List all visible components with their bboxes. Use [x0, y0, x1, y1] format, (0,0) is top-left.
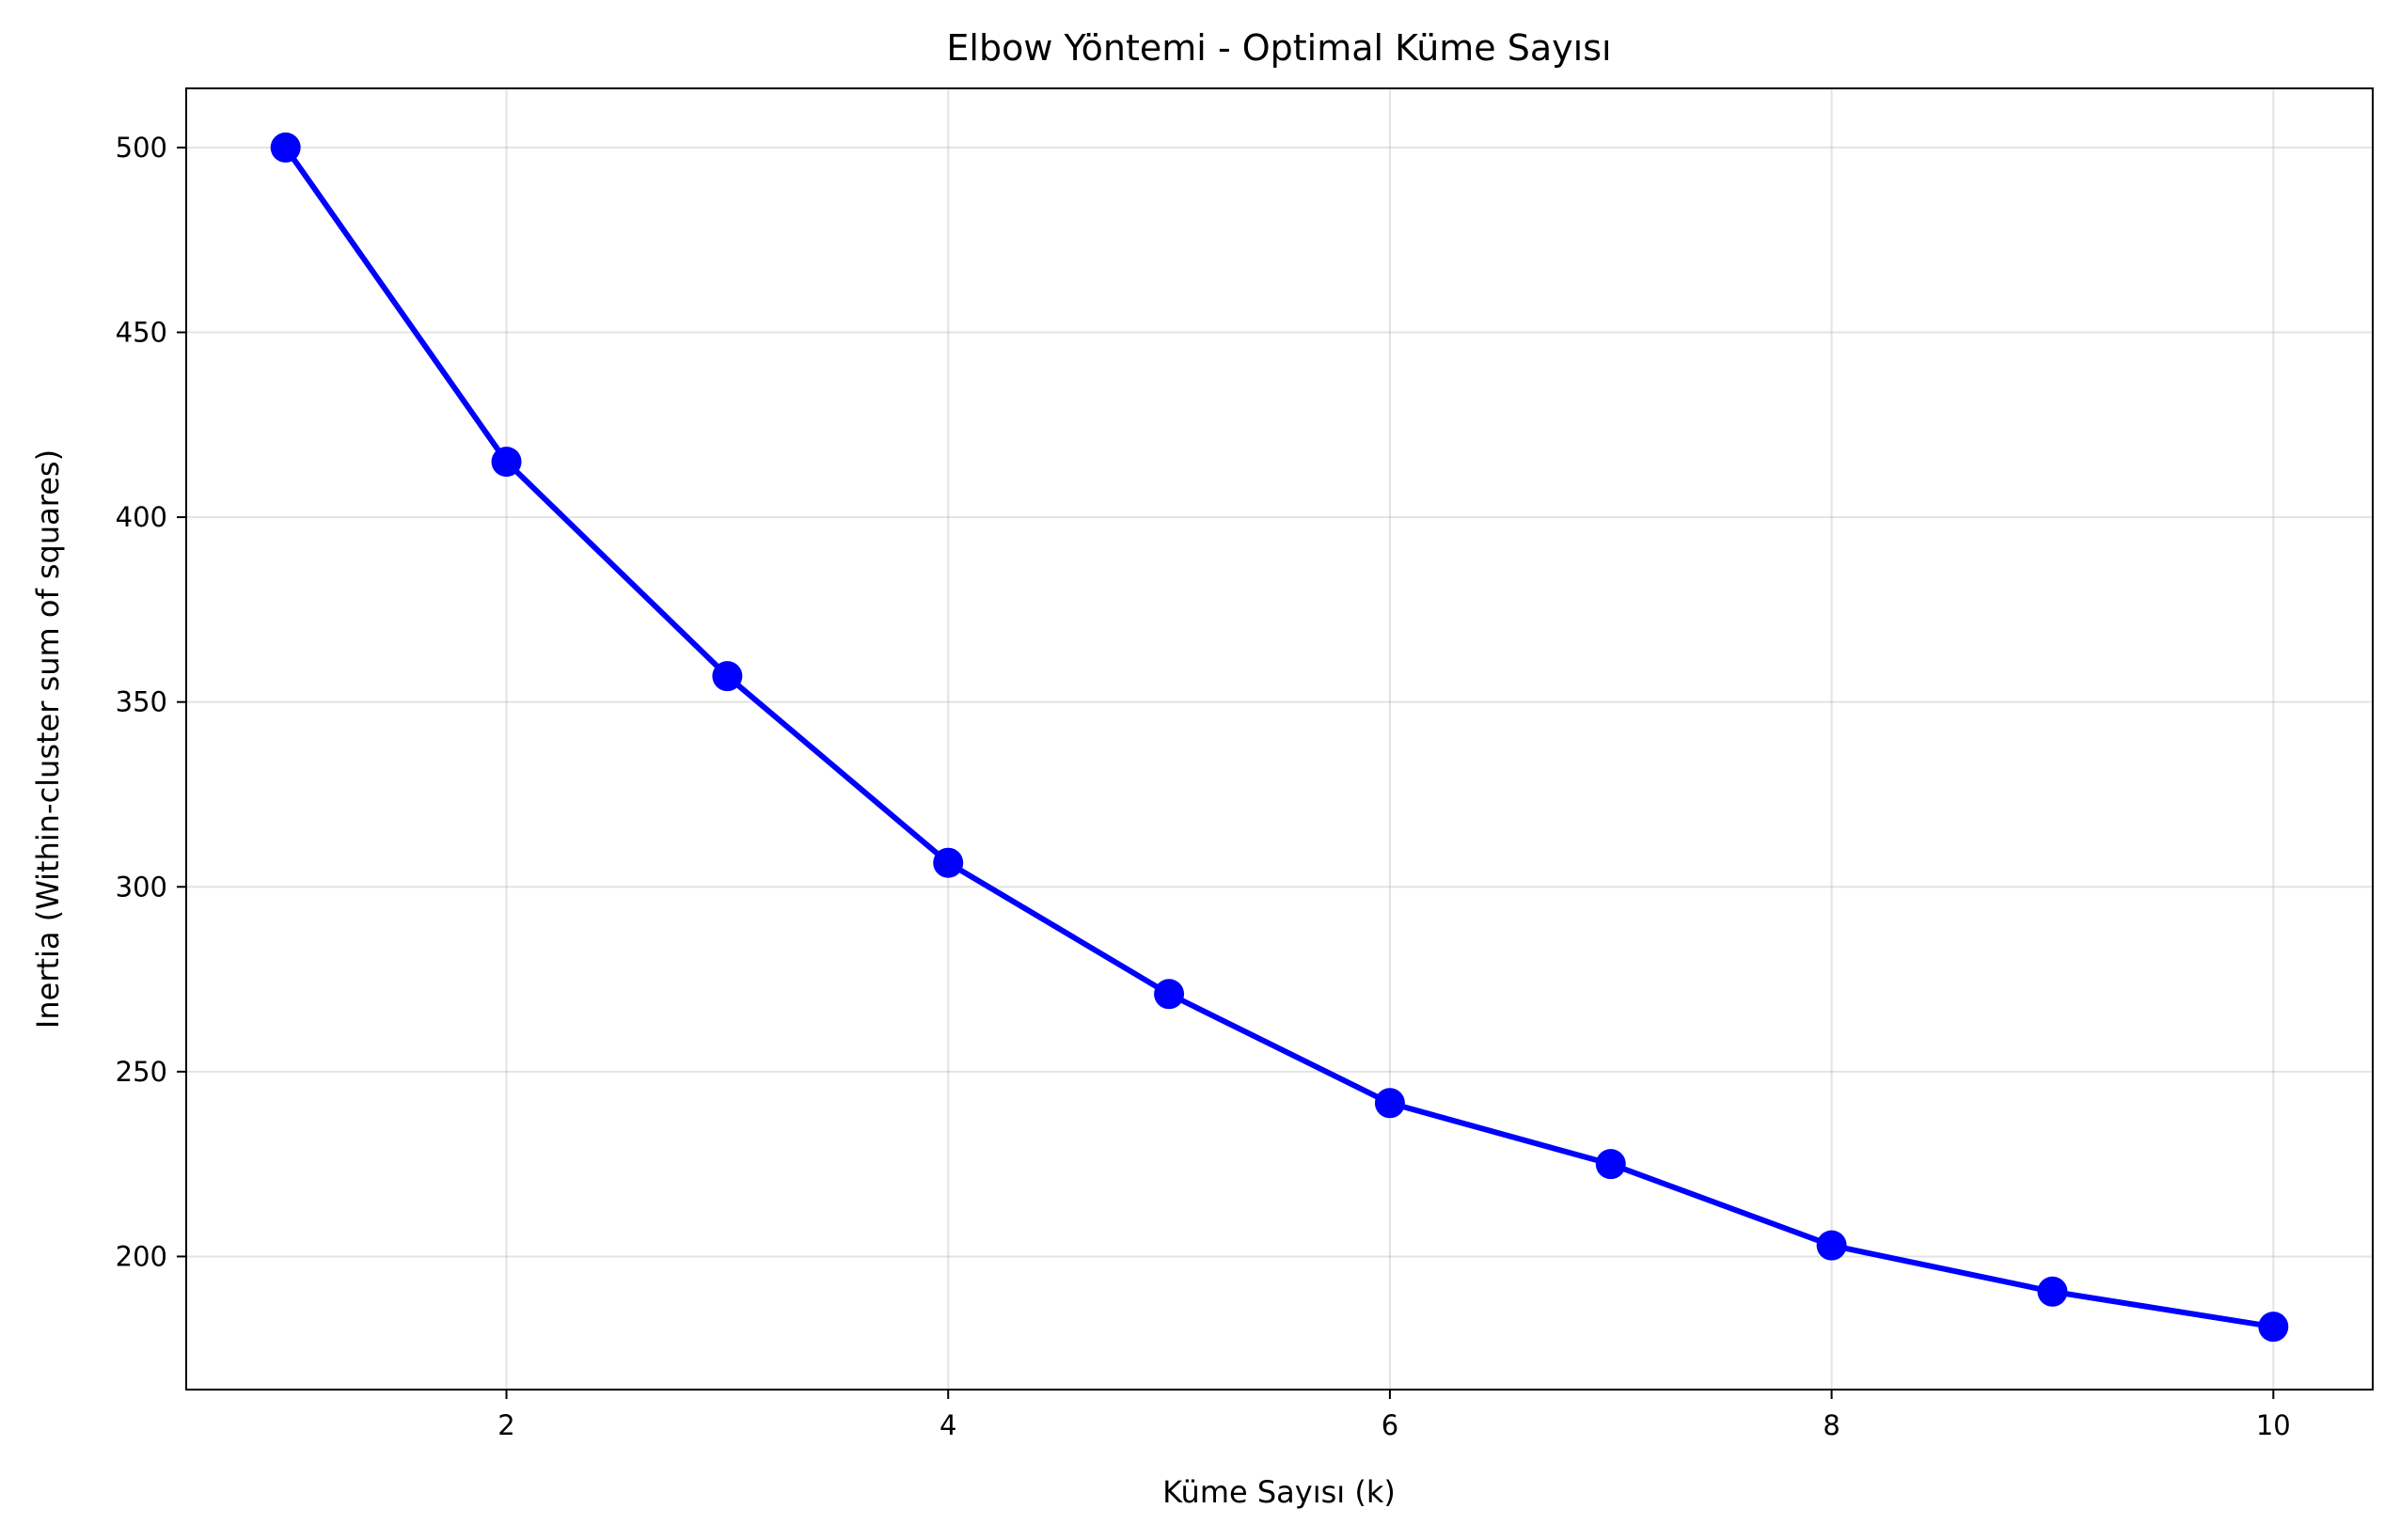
data-point — [933, 847, 964, 878]
data-point — [1595, 1149, 1626, 1180]
data-point — [1816, 1230, 1847, 1261]
data-point — [491, 447, 522, 478]
y-tick-label: 200 — [116, 1240, 167, 1272]
series-line-layer — [283, 146, 2274, 1330]
data-point — [2037, 1276, 2068, 1307]
grid — [186, 88, 2373, 1390]
data-point — [1374, 1088, 1405, 1119]
plot-area-frame — [185, 87, 2374, 1391]
data-point — [2258, 1312, 2289, 1343]
data-point — [270, 132, 301, 163]
y-tick-label: 350 — [116, 686, 167, 718]
y-tick-label: 450 — [116, 317, 167, 349]
y-tick-label: 400 — [116, 501, 167, 533]
chart-title: Elbow Yöntemi - Optimal Küme Sayısı — [946, 27, 1611, 69]
x-tick-label: 4 — [939, 1409, 956, 1441]
marker-layer — [270, 132, 2289, 1343]
x-tick-label: 10 — [2256, 1409, 2291, 1441]
tick-layer: 2 4 6 8 10 200 250 300 350 400 450 500 — [116, 132, 2291, 1441]
data-point — [1154, 979, 1185, 1010]
y-tick-label: 300 — [116, 871, 167, 903]
y-tick-label: 250 — [116, 1056, 167, 1088]
data-point — [712, 661, 743, 692]
y-axis-title: Inertia (Within-cluster sum of squares) — [30, 449, 66, 1029]
x-tick-label: 2 — [497, 1409, 514, 1441]
y-tick-label: 500 — [116, 132, 167, 164]
series-line — [283, 146, 2274, 1330]
x-tick-label: 8 — [1823, 1409, 1839, 1441]
x-tick-label: 6 — [1382, 1409, 1398, 1441]
x-axis-title: Küme Sayısı (k) — [1162, 1474, 1396, 1510]
